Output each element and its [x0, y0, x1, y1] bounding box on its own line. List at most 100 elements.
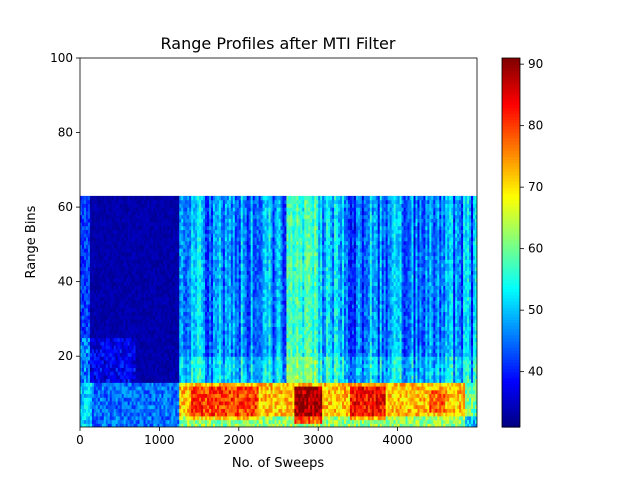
heatmap-cell: [171, 240, 174, 245]
heatmap-cell: [103, 330, 107, 335]
heatmap-cell: [111, 318, 115, 324]
heatmap-cell: [107, 210, 111, 216]
heatmap-cell: [171, 255, 174, 260]
heatmap-cell: [205, 207, 208, 212]
heatmap-cell: [238, 412, 242, 417]
heatmap-cell: [129, 240, 133, 245]
heatmap-cell: [207, 270, 210, 275]
heatmap-cell: [203, 322, 206, 327]
heatmap-cell: [224, 337, 228, 342]
heatmap-cell: [213, 300, 216, 305]
heatmap-cell: [157, 285, 160, 290]
heatmap-cell: [216, 307, 220, 313]
heatmap-cell: [179, 333, 182, 339]
heatmap-cell: [141, 266, 145, 272]
heatmap-cell: [151, 255, 155, 260]
heatmap-cell: [121, 240, 125, 245]
heatmap-cell: [222, 259, 226, 264]
heatmap-cell: [203, 307, 206, 313]
heatmap-cell: [205, 300, 208, 305]
heatmap-cell: [181, 203, 184, 208]
heatmap-cell: [125, 352, 129, 357]
heatmap-cell: [123, 412, 127, 417]
heatmap-cell: [85, 255, 89, 260]
heatmap-cell: [232, 296, 236, 301]
heatmap-cell: [201, 203, 204, 208]
heatmap-cell: [121, 359, 125, 365]
heatmap-cell: [80, 289, 83, 294]
heatmap-cell: [173, 341, 176, 346]
heatmap-cell: [151, 199, 155, 204]
heatmap-cell: [109, 371, 113, 376]
heatmap-cell: [155, 389, 159, 395]
heatmap-cell: [179, 322, 182, 327]
heatmap-cell: [117, 263, 121, 268]
heatmap-cell: [183, 322, 186, 327]
heatmap-cell: [141, 315, 145, 320]
heatmap-cell: [85, 244, 89, 249]
heatmap-cell: [129, 233, 133, 238]
heatmap-cell: [167, 240, 170, 245]
heatmap-cell: [203, 330, 206, 335]
heatmap-cell: [203, 415, 206, 421]
heatmap-cell: [111, 203, 115, 208]
heatmap-cell: [185, 307, 188, 313]
heatmap-cell: [159, 203, 162, 208]
heatmap-cell: [139, 199, 143, 204]
heatmap-cell: [113, 225, 117, 231]
heatmap-cell: [226, 326, 230, 331]
heatmap-cell: [201, 397, 204, 402]
heatmap-cell: [203, 300, 206, 305]
heatmap-cell: [99, 348, 103, 354]
heatmap-cell: [171, 207, 174, 212]
heatmap-cell: [131, 277, 135, 283]
heatmap-cell: [213, 400, 216, 406]
heatmap-cell: [169, 270, 172, 275]
heatmap-cell: [203, 389, 206, 395]
heatmap-cell: [214, 345, 218, 350]
heatmap-cell: [167, 195, 170, 201]
heatmap-cell: [230, 374, 234, 380]
heatmap-cell: [127, 218, 131, 223]
heatmap-cell: [81, 207, 85, 212]
heatmap-cell: [211, 352, 214, 357]
heatmap-cell: [222, 222, 226, 227]
heatmap-cell: [238, 400, 242, 406]
heatmap-cell: [115, 378, 119, 383]
heatmap-cell: [163, 251, 166, 257]
heatmap-cell: [187, 408, 190, 413]
heatmap-cell: [97, 311, 101, 316]
heatmap-cell: [201, 378, 204, 383]
heatmap-cell: [181, 337, 184, 342]
heatmap-cell: [145, 367, 149, 372]
heatmap-cell: [216, 386, 220, 391]
heatmap-cell: [185, 244, 188, 249]
heatmap-cell: [129, 195, 133, 201]
heatmap-cell: [123, 210, 127, 216]
heatmap-cell: [161, 322, 164, 327]
heatmap-cell: [99, 393, 103, 398]
heatmap-cell: [220, 386, 224, 391]
heatmap-cell: [185, 248, 188, 253]
heatmap-cell: [226, 270, 230, 275]
heatmap-cell: [159, 363, 162, 368]
heatmap-cell: [167, 304, 170, 309]
heatmap-cell: [155, 266, 159, 272]
heatmap-cell: [173, 397, 176, 402]
heatmap-cell: [185, 277, 188, 283]
heatmap-cell: [131, 363, 135, 368]
heatmap-cell: [159, 199, 162, 204]
heatmap-cell: [234, 408, 238, 413]
heatmap-cell: [107, 378, 111, 383]
heatmap-cell: [197, 292, 200, 298]
heatmap-cell: [125, 371, 129, 376]
heatmap-cell: [97, 423, 101, 427]
heatmap-cell: [111, 199, 115, 204]
heatmap-cell: [85, 274, 89, 279]
heatmap-cell: [175, 412, 178, 417]
heatmap-cell: [135, 382, 139, 387]
heatmap-cell: [177, 195, 180, 201]
heatmap-cell: [195, 289, 198, 294]
heatmap-cell: [209, 397, 212, 402]
heatmap-cell: [103, 304, 107, 309]
